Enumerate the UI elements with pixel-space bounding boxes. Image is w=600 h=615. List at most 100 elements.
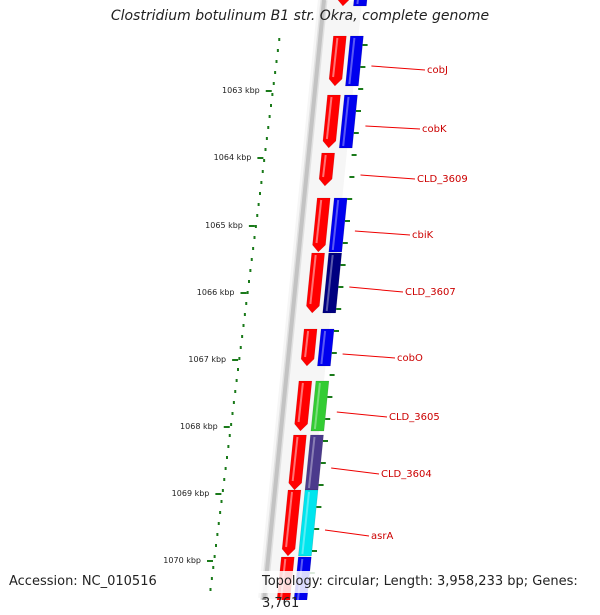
gene-bar[interactable]: [328, 197, 348, 253]
guide-dot: [256, 214, 259, 217]
label-leader-line: [336, 411, 388, 418]
label-leader-line: [324, 529, 370, 537]
ruler-label: 1063 kbp: [222, 86, 260, 95]
guide-dot: [209, 588, 212, 591]
ruler-tick: [215, 493, 222, 495]
gene-bar[interactable]: [338, 94, 358, 149]
guide-dot: [210, 577, 213, 580]
minor-tick: [318, 484, 324, 486]
minor-tick: [314, 528, 320, 530]
guide-dot: [235, 379, 238, 382]
gene-label[interactable]: CLD_3609: [417, 174, 468, 185]
ruler-tick: [265, 90, 272, 92]
guide-dot: [261, 170, 264, 173]
gene-label[interactable]: CLD_3604: [381, 469, 432, 480]
cds-arrow[interactable]: [281, 489, 302, 557]
guide-dot: [242, 324, 245, 327]
guide-dot: [217, 522, 220, 525]
guide-dot: [246, 291, 249, 294]
cds-arrow[interactable]: [312, 197, 331, 253]
guide-dot: [215, 544, 217, 547]
minor-tick: [353, 132, 359, 134]
guide-dot: [253, 236, 256, 239]
guide-dot: [267, 126, 270, 129]
guide-dot: [259, 192, 261, 195]
minor-tick: [351, 154, 357, 156]
minor-tick: [362, 44, 368, 46]
minor-tick: [349, 176, 355, 178]
ruler-label: 1065 kbp: [205, 221, 243, 230]
cds-arrow[interactable]: [337, 0, 352, 7]
guide-dot: [275, 60, 278, 63]
gene-label[interactable]: cobO: [397, 353, 423, 364]
cds-arrow[interactable]: [288, 434, 307, 491]
gene-bar[interactable]: [322, 252, 342, 314]
guide-dot: [260, 181, 263, 184]
minor-tick: [345, 220, 350, 222]
guide-dot: [223, 478, 226, 481]
minor-tick: [323, 440, 328, 442]
ruler-tick: [232, 359, 239, 361]
guide-dot: [272, 82, 275, 85]
guide-dot: [257, 203, 260, 206]
genome-title: Clostridium botulinum B1 str. Okra, comp…: [110, 8, 490, 24]
guide-dot: [268, 115, 271, 118]
gene-bar[interactable]: [310, 380, 330, 432]
guide-dot: [231, 412, 234, 415]
guide-dot: [232, 401, 235, 404]
gene-label[interactable]: CLD_3607: [405, 287, 456, 298]
label-leader-line: [354, 230, 411, 236]
guide-dot: [274, 71, 277, 74]
gene-label[interactable]: cbiK: [412, 230, 434, 241]
label-leader-line: [371, 65, 426, 71]
minor-tick: [334, 330, 339, 332]
ruler-label: 1070 kbp: [163, 556, 201, 565]
minor-tick: [331, 352, 337, 354]
guide-dot: [263, 159, 266, 162]
gene-label[interactable]: cobK: [422, 124, 447, 135]
minor-tick: [342, 242, 348, 244]
minor-tick: [338, 286, 344, 288]
guide-dot: [234, 390, 237, 393]
guide-dot: [271, 93, 274, 96]
guide-dot: [245, 302, 248, 305]
label-leader-line: [365, 125, 421, 130]
guide-dot: [241, 335, 244, 338]
cds-arrow[interactable]: [294, 380, 313, 432]
label-leader-line: [360, 174, 416, 180]
minor-tick: [347, 198, 353, 200]
ruler-tick: [257, 157, 264, 159]
guide-dot: [278, 38, 281, 41]
ruler-tick: [223, 426, 230, 428]
minor-tick: [358, 88, 364, 90]
guide-dot: [265, 137, 268, 140]
cds-arrow[interactable]: [328, 35, 347, 87]
guide-dot: [248, 280, 250, 283]
guide-dot: [219, 511, 222, 514]
dotted-guide: [209, 38, 368, 591]
minor-tick: [316, 506, 322, 508]
cds-arrow[interactable]: [322, 94, 341, 149]
guide-dot: [230, 423, 233, 426]
cds-arrow[interactable]: [300, 328, 318, 367]
gene-bar[interactable]: [298, 489, 319, 557]
minor-tick: [312, 550, 317, 552]
guide-dot: [213, 555, 216, 558]
gene-bar[interactable]: [345, 35, 364, 87]
guide-dot: [243, 313, 246, 316]
guide-dot: [212, 566, 215, 569]
position-ruler: 1063 kbp 1064 kbp 1065 kbp 1066 kbp 1067 kbp…: [163, 86, 272, 565]
gene-bar[interactable]: [317, 328, 335, 367]
gene-label[interactable]: asrA: [371, 531, 393, 542]
gene-label[interactable]: cobJ: [427, 65, 448, 76]
gene-bar[interactable]: [353, 0, 369, 7]
guide-dot: [238, 357, 241, 360]
minor-tick: [320, 462, 326, 464]
ruler-tick: [207, 560, 213, 562]
ruler-label: 1068 kbp: [180, 422, 218, 431]
cds-arrow[interactable]: [318, 152, 335, 187]
gene-label[interactable]: CLD_3605: [389, 412, 440, 423]
cds-arrow[interactable]: [306, 252, 325, 314]
genome-map-view[interactable]: 1063 kbp 1064 kbp 1065 kbp 1066 kbp 1067 kbp…: [0, 0, 600, 600]
label-leader-line: [342, 353, 396, 359]
